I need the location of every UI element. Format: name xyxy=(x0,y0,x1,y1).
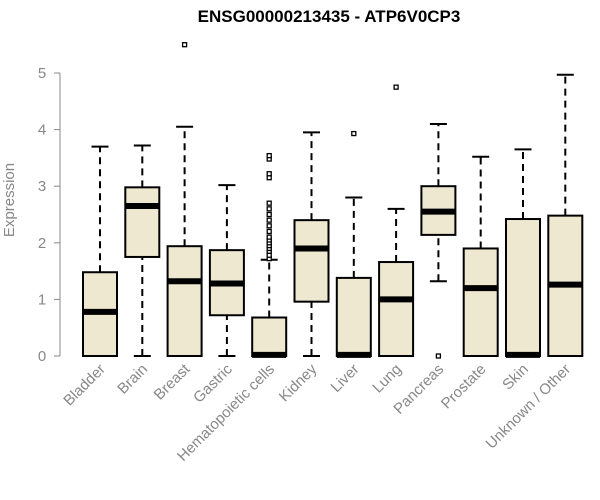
outlier-hematopoietic-cells-9 xyxy=(266,223,272,229)
x-tick-label-prostate: Prostate xyxy=(438,361,490,413)
box-skin xyxy=(505,218,541,357)
x-tick-label-liver: Liver xyxy=(328,361,363,396)
y-tick-label-5: 5 xyxy=(38,65,46,82)
x-tick-label-lung: Lung xyxy=(369,361,405,397)
y-tick-label-1: 1 xyxy=(38,291,46,308)
box-breast xyxy=(166,245,203,357)
box-liver xyxy=(335,276,372,357)
box-kidney xyxy=(293,219,330,303)
x-tick-label-kidney: Kidney xyxy=(276,360,321,405)
y-tick-label-2: 2 xyxy=(38,235,46,252)
y-tick-label-4: 4 xyxy=(38,122,46,139)
box-group xyxy=(82,42,584,359)
x-tick-label-brain: Brain xyxy=(114,361,151,398)
outlier-hematopoietic-cells-7 xyxy=(266,234,272,240)
outlier-lung-0 xyxy=(393,84,399,90)
y-tick-label-0: 0 xyxy=(38,348,46,365)
chart-title: ENSG00000213435 - ATP6V0CP3 xyxy=(198,7,461,26)
y-tick-label-3: 3 xyxy=(38,178,46,195)
outlier-hematopoietic-cells-17 xyxy=(266,152,272,159)
box-hematopoietic-cells xyxy=(251,316,288,357)
outlier-hematopoietic-cells-10 xyxy=(266,217,272,223)
outlier-hematopoietic-cells-12 xyxy=(266,206,272,212)
outlier-hematopoietic-cells-8 xyxy=(266,228,272,235)
x-tick-label-bladder: Bladder xyxy=(60,361,109,410)
outlier-hematopoietic-cells-13 xyxy=(266,200,272,206)
outlier-pancreas-0 xyxy=(435,353,442,359)
outlier-hematopoietic-cells-15 xyxy=(266,171,272,177)
x-tick-label-skin: Skin xyxy=(499,361,532,394)
y-axis: 0 1 2 3 4 5 xyxy=(38,65,61,365)
x-tick-label-breast: Breast xyxy=(151,360,194,403)
outlier-liver-0 xyxy=(351,130,357,137)
box-prostate xyxy=(462,247,499,358)
box-lung xyxy=(378,261,415,358)
y-axis-title: Expression xyxy=(1,163,18,237)
outlier-breast-0 xyxy=(181,42,188,48)
outlier-hematopoietic-cells-11 xyxy=(266,211,272,218)
box-brain xyxy=(124,186,161,258)
